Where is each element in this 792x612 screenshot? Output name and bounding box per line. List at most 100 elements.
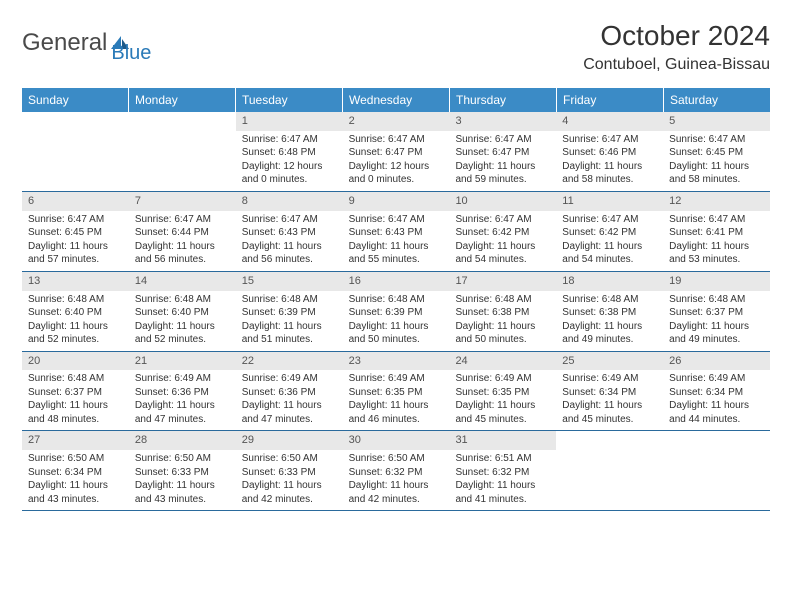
day-cell: 3Sunrise: 6:47 AMSunset: 6:47 PMDaylight… [449, 112, 556, 191]
sunrise-line: Sunrise: 6:49 AM [455, 372, 550, 386]
day-cell [663, 431, 770, 510]
day-content: Sunrise: 6:51 AMSunset: 6:32 PMDaylight:… [449, 450, 556, 510]
day-content: Sunrise: 6:49 AMSunset: 6:35 PMDaylight:… [449, 370, 556, 430]
day-content: Sunrise: 6:47 AMSunset: 6:41 PMDaylight:… [663, 211, 770, 271]
day-content: Sunrise: 6:49 AMSunset: 6:34 PMDaylight:… [556, 370, 663, 430]
day-number: 29 [236, 431, 343, 450]
day-content: Sunrise: 6:47 AMSunset: 6:42 PMDaylight:… [449, 211, 556, 271]
sunrise-line: Sunrise: 6:47 AM [669, 133, 764, 147]
sunset-line: Sunset: 6:34 PM [562, 386, 657, 400]
sunrise-line: Sunrise: 6:47 AM [455, 133, 550, 147]
day-number: 30 [343, 431, 450, 450]
daylight-line: Daylight: 11 hours and 49 minutes. [669, 320, 764, 347]
day-number: 31 [449, 431, 556, 450]
daylight-line: Daylight: 12 hours and 0 minutes. [242, 160, 337, 187]
day-number [129, 112, 236, 116]
day-number: 19 [663, 272, 770, 291]
day-number: 11 [556, 192, 663, 211]
day-cell: 26Sunrise: 6:49 AMSunset: 6:34 PMDayligh… [663, 352, 770, 431]
sunrise-line: Sunrise: 6:48 AM [135, 293, 230, 307]
day-cell: 20Sunrise: 6:48 AMSunset: 6:37 PMDayligh… [22, 352, 129, 431]
sunrise-line: Sunrise: 6:48 AM [28, 293, 123, 307]
day-number [556, 431, 663, 435]
weekday-header-row: SundayMondayTuesdayWednesdayThursdayFrid… [22, 88, 770, 112]
day-content: Sunrise: 6:47 AMSunset: 6:46 PMDaylight:… [556, 131, 663, 191]
sunrise-line: Sunrise: 6:47 AM [242, 213, 337, 227]
daylight-line: Daylight: 11 hours and 52 minutes. [135, 320, 230, 347]
sunset-line: Sunset: 6:40 PM [135, 306, 230, 320]
weekday-header: Saturday [664, 88, 770, 112]
sunset-line: Sunset: 6:42 PM [562, 226, 657, 240]
day-number: 26 [663, 352, 770, 371]
sunrise-line: Sunrise: 6:47 AM [562, 213, 657, 227]
daylight-line: Daylight: 11 hours and 57 minutes. [28, 240, 123, 267]
week-row: 20Sunrise: 6:48 AMSunset: 6:37 PMDayligh… [22, 352, 770, 432]
week-row: 27Sunrise: 6:50 AMSunset: 6:34 PMDayligh… [22, 431, 770, 511]
daylight-line: Daylight: 11 hours and 55 minutes. [349, 240, 444, 267]
sunset-line: Sunset: 6:33 PM [242, 466, 337, 480]
sunrise-line: Sunrise: 6:50 AM [349, 452, 444, 466]
daylight-line: Daylight: 12 hours and 0 minutes. [349, 160, 444, 187]
day-content: Sunrise: 6:48 AMSunset: 6:38 PMDaylight:… [556, 291, 663, 351]
daylight-line: Daylight: 11 hours and 43 minutes. [28, 479, 123, 506]
sunset-line: Sunset: 6:36 PM [242, 386, 337, 400]
day-cell: 8Sunrise: 6:47 AMSunset: 6:43 PMDaylight… [236, 192, 343, 271]
sunrise-line: Sunrise: 6:48 AM [455, 293, 550, 307]
daylight-line: Daylight: 11 hours and 50 minutes. [455, 320, 550, 347]
day-cell [129, 112, 236, 191]
day-cell: 31Sunrise: 6:51 AMSunset: 6:32 PMDayligh… [449, 431, 556, 510]
day-content: Sunrise: 6:47 AMSunset: 6:45 PMDaylight:… [22, 211, 129, 271]
daylight-line: Daylight: 11 hours and 41 minutes. [455, 479, 550, 506]
sunset-line: Sunset: 6:37 PM [669, 306, 764, 320]
day-cell: 7Sunrise: 6:47 AMSunset: 6:44 PMDaylight… [129, 192, 236, 271]
sunset-line: Sunset: 6:39 PM [349, 306, 444, 320]
sunrise-line: Sunrise: 6:47 AM [455, 213, 550, 227]
day-cell: 10Sunrise: 6:47 AMSunset: 6:42 PMDayligh… [449, 192, 556, 271]
logo-text-general: General [22, 29, 107, 57]
day-number [22, 112, 129, 116]
weekday-header: Wednesday [343, 88, 450, 112]
day-number: 27 [22, 431, 129, 450]
sunset-line: Sunset: 6:43 PM [242, 226, 337, 240]
sunset-line: Sunset: 6:38 PM [455, 306, 550, 320]
day-cell: 4Sunrise: 6:47 AMSunset: 6:46 PMDaylight… [556, 112, 663, 191]
sunset-line: Sunset: 6:35 PM [455, 386, 550, 400]
daylight-line: Daylight: 11 hours and 53 minutes. [669, 240, 764, 267]
day-content: Sunrise: 6:48 AMSunset: 6:39 PMDaylight:… [343, 291, 450, 351]
daylight-line: Daylight: 11 hours and 51 minutes. [242, 320, 337, 347]
daylight-line: Daylight: 11 hours and 56 minutes. [135, 240, 230, 267]
day-number: 5 [663, 112, 770, 131]
day-number: 13 [22, 272, 129, 291]
day-cell: 12Sunrise: 6:47 AMSunset: 6:41 PMDayligh… [663, 192, 770, 271]
day-content: Sunrise: 6:47 AMSunset: 6:43 PMDaylight:… [343, 211, 450, 271]
day-content: Sunrise: 6:47 AMSunset: 6:42 PMDaylight:… [556, 211, 663, 271]
day-number: 8 [236, 192, 343, 211]
day-cell: 25Sunrise: 6:49 AMSunset: 6:34 PMDayligh… [556, 352, 663, 431]
day-cell: 27Sunrise: 6:50 AMSunset: 6:34 PMDayligh… [22, 431, 129, 510]
day-number: 1 [236, 112, 343, 131]
sunrise-line: Sunrise: 6:47 AM [349, 133, 444, 147]
calendar: SundayMondayTuesdayWednesdayThursdayFrid… [22, 88, 770, 511]
header: General Blue October 2024 Contuboel, Gui… [22, 20, 770, 74]
day-number: 3 [449, 112, 556, 131]
day-number: 6 [22, 192, 129, 211]
week-row: 1Sunrise: 6:47 AMSunset: 6:48 PMDaylight… [22, 112, 770, 192]
sunset-line: Sunset: 6:48 PM [242, 146, 337, 160]
day-cell: 21Sunrise: 6:49 AMSunset: 6:36 PMDayligh… [129, 352, 236, 431]
day-number: 10 [449, 192, 556, 211]
sunset-line: Sunset: 6:32 PM [455, 466, 550, 480]
sunrise-line: Sunrise: 6:50 AM [242, 452, 337, 466]
sunrise-line: Sunrise: 6:47 AM [135, 213, 230, 227]
day-cell: 22Sunrise: 6:49 AMSunset: 6:36 PMDayligh… [236, 352, 343, 431]
daylight-line: Daylight: 11 hours and 54 minutes. [562, 240, 657, 267]
sunset-line: Sunset: 6:35 PM [349, 386, 444, 400]
day-cell: 18Sunrise: 6:48 AMSunset: 6:38 PMDayligh… [556, 272, 663, 351]
daylight-line: Daylight: 11 hours and 58 minutes. [562, 160, 657, 187]
weeks-container: 1Sunrise: 6:47 AMSunset: 6:48 PMDaylight… [22, 112, 770, 511]
day-number: 7 [129, 192, 236, 211]
day-content: Sunrise: 6:49 AMSunset: 6:36 PMDaylight:… [236, 370, 343, 430]
day-cell [22, 112, 129, 191]
sunrise-line: Sunrise: 6:47 AM [28, 213, 123, 227]
sunrise-line: Sunrise: 6:47 AM [349, 213, 444, 227]
day-cell: 17Sunrise: 6:48 AMSunset: 6:38 PMDayligh… [449, 272, 556, 351]
